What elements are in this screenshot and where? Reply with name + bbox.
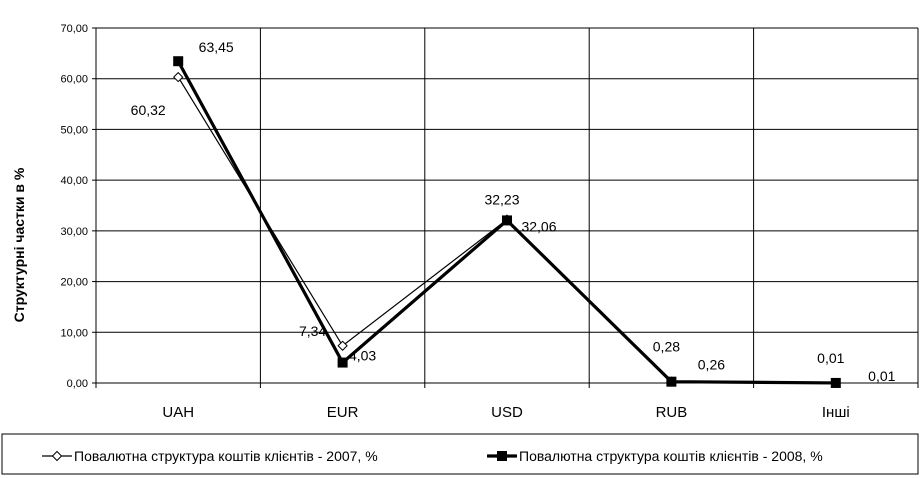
y-tick-label-0: 0,00	[67, 378, 88, 390]
y-tick-label-6: 60,00	[60, 74, 88, 86]
data-label-s0-3: 0,28	[653, 339, 680, 355]
legend-label-1: Повалютна структура коштів клієнтів - 20…	[519, 448, 823, 464]
y-tick-label-3: 30,00	[60, 226, 88, 238]
y-tick-label-2: 20,00	[60, 277, 88, 289]
y-tick-label-5: 50,00	[60, 124, 88, 136]
data-label-s0-0: 60,32	[131, 102, 166, 118]
series-line-0	[177, 76, 836, 384]
series-1-point-4	[830, 377, 841, 388]
y-tick-label-1: 10,00	[60, 327, 88, 339]
grid-lines	[96, 27, 919, 383]
series-group	[172, 56, 842, 389]
data-label-s1-4: 0,01	[868, 368, 895, 384]
category-label-3: RUB	[656, 404, 688, 421]
category-label-4: Інші	[822, 404, 850, 421]
data-label-s1-3: 0,26	[698, 357, 725, 373]
legend-label-0: Повалютна структура коштів клієнтів - 20…	[74, 448, 378, 464]
data-label-s0-4: 0,01	[817, 350, 844, 366]
data-label-s0-1: 7,34	[299, 323, 326, 339]
data-labels: 60,32 7,34 32,23 0,28 0,01 63,45 4,03 32,06 0,26…	[131, 39, 896, 384]
category-label-2: USD	[491, 404, 523, 421]
category-labels: UAH EUR USD RUB Інші	[162, 404, 849, 421]
data-label-s1-2: 32,06	[521, 218, 556, 234]
series-1-point-0	[173, 56, 184, 67]
series-0-point-1	[337, 340, 348, 351]
data-label-s1-1: 4,03	[349, 348, 376, 364]
y-tick-label-7: 70,00	[60, 23, 88, 35]
legend-marker-1	[497, 451, 507, 461]
legend: Повалютна структура коштів клієнтів - 20…	[1, 433, 919, 475]
legend-box	[1, 433, 919, 475]
y-tick-labels: 0,00 10,00 20,00 30,00 40,00 50,00 60,00 70,00	[60, 23, 88, 390]
y-tick-label-4: 40,00	[60, 175, 88, 187]
series-0-point-0	[172, 71, 184, 83]
series-1-point-3	[666, 376, 677, 387]
series-1-point-2	[502, 215, 512, 226]
category-label-1: EUR	[327, 404, 359, 421]
data-label-s0-2: 32,23	[484, 192, 519, 208]
y-axis-label: Структурні частки в %	[11, 167, 27, 322]
category-label-0: UAH	[162, 404, 194, 421]
axes	[92, 27, 919, 388]
data-label-s1-0: 63,45	[199, 39, 234, 55]
legend-marker-0	[51, 450, 63, 462]
series-1-point-1	[337, 357, 348, 368]
